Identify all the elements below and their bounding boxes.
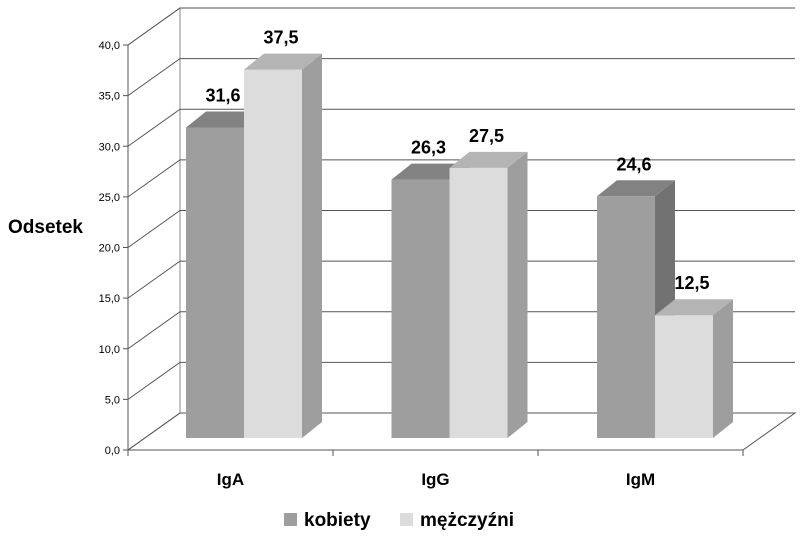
- y-tick-label: 40,0: [99, 40, 120, 52]
- y-tick-label: 5,0: [105, 394, 120, 406]
- bar-front: [449, 167, 508, 438]
- gridline: [127, 58, 795, 97]
- gridline: [127, 412, 795, 451]
- legend-item: mężczyźni: [400, 510, 514, 531]
- data-label: 12,5: [674, 273, 709, 293]
- bar-top: [597, 180, 675, 197]
- bar-top: [449, 151, 528, 168]
- bar-front: [186, 127, 244, 438]
- y-tick-label: 0,0: [105, 445, 120, 457]
- bar-side: [713, 299, 733, 438]
- data-label: 26,3: [411, 138, 446, 158]
- gridline: [127, 7, 795, 46]
- data-label: 31,6: [205, 86, 240, 106]
- legend-item: kobiety: [284, 510, 371, 531]
- bar-front: [391, 179, 450, 439]
- y-tick-label: 20,0: [99, 243, 120, 255]
- gridline: [127, 108, 795, 147]
- bar-mężczyźni-IgG: [449, 151, 528, 438]
- bar-front: [597, 196, 655, 438]
- gridline: [127, 361, 795, 400]
- legend-swatch: [400, 513, 413, 526]
- x-tick-label: IgA: [217, 470, 244, 489]
- legend-label: kobiety: [304, 510, 371, 531]
- data-label: 27,5: [469, 126, 504, 146]
- x-tick-label: IgG: [421, 470, 449, 489]
- y-axis-title: Odsetek: [8, 217, 83, 238]
- y-tick-label: 30,0: [99, 141, 120, 153]
- bar-side: [302, 53, 322, 438]
- y-tick-label: 25,0: [99, 192, 120, 204]
- y-axis: 0,0 5,0 10,0 15,0 20,0 25,0 30,0 35,0 40,0: [99, 40, 129, 457]
- bar-top: [655, 299, 733, 316]
- y-tick-label: 35,0: [99, 91, 120, 103]
- bar-mężczyźni-IgA: [244, 53, 322, 438]
- x-axis: IgA IgG IgM: [127, 449, 744, 489]
- gridline: [127, 311, 795, 350]
- back-wall-edge: [127, 7, 181, 413]
- data-labels: 31,6 37,5 26,3 27,5 24,6 12,5: [205, 28, 709, 294]
- legend: kobiety mężczyźni: [284, 510, 514, 531]
- data-label: 24,6: [616, 154, 651, 174]
- legend-label: mężczyźni: [420, 510, 514, 531]
- gridline: [127, 159, 795, 198]
- y-tick-label: 10,0: [99, 344, 120, 356]
- gridline: [127, 260, 795, 299]
- y-tick-label: 15,0: [99, 293, 120, 305]
- bar-front: [655, 315, 713, 438]
- bar-side: [507, 151, 528, 438]
- gridlines: [127, 7, 795, 451]
- bar-mężczyźni-IgM: [655, 299, 733, 438]
- legend-swatch: [284, 513, 297, 526]
- gridline: [127, 210, 795, 248]
- bars: [186, 53, 733, 439]
- data-label: 37,5: [263, 28, 298, 48]
- x-tick-label: IgM: [626, 470, 655, 489]
- bar-top: [244, 53, 322, 70]
- bar-front: [244, 69, 302, 438]
